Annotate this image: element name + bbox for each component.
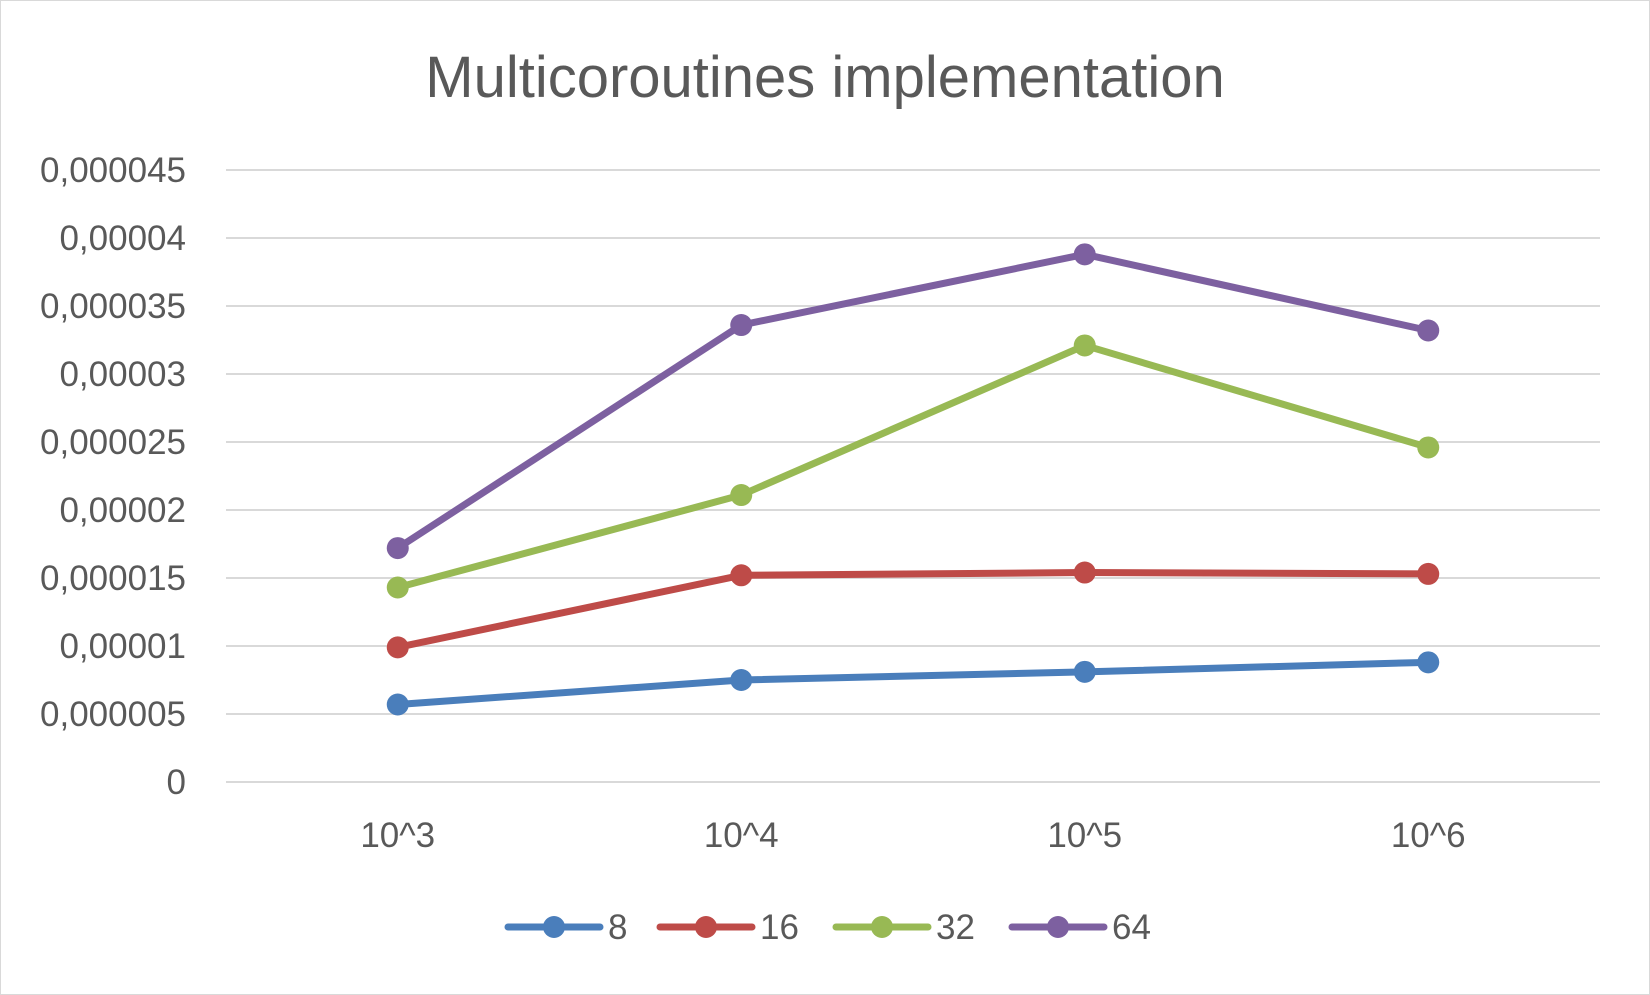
legend-item-32: 32: [832, 908, 975, 947]
x-tick-label: 10^4: [704, 816, 779, 855]
series-line: [394, 569, 1432, 651]
data-point: [1417, 319, 1440, 342]
data-point: [1073, 660, 1096, 683]
y-tick-label: 0,00002: [59, 491, 186, 530]
legend-swatch-marker: [1047, 916, 1069, 938]
data-point: [730, 669, 753, 691]
legend-swatch-marker: [871, 916, 893, 938]
series-32: [386, 334, 1440, 599]
y-tick-label: 0,00003: [59, 355, 186, 394]
y-axis: 0 0,000005 0,00001 0,000015 0,00002 0,000025 0…: [40, 151, 186, 802]
legend-item-8: 8: [504, 908, 627, 947]
series-layer: [386, 243, 1440, 716]
y-tick-label: 0,000015: [40, 559, 186, 598]
data-point: [386, 693, 409, 716]
x-axis: 10^3 10^4 10^5 10^6: [360, 816, 1465, 855]
data-point: [1417, 562, 1440, 585]
x-tick-label: 10^6: [1391, 816, 1466, 855]
legend-label: 32: [936, 908, 975, 947]
legend-item-16: 16: [656, 908, 799, 947]
y-tick-label: 0: [167, 763, 186, 802]
data-point: [730, 564, 753, 587]
series-line: [394, 341, 1432, 592]
data-point: [386, 576, 409, 599]
data-point: [1073, 561, 1096, 584]
y-tick-label: 0,000045: [40, 151, 186, 190]
y-tick-label: 0,000035: [40, 287, 186, 326]
chart-title: Multicoroutines implementation: [425, 45, 1224, 110]
data-point: [386, 537, 409, 560]
series-line: [394, 250, 1432, 552]
legend-label: 8: [608, 908, 627, 947]
data-point: [386, 636, 409, 659]
legend-item-64: 64: [1008, 908, 1151, 947]
y-tick-label: 0,00001: [59, 627, 186, 666]
data-point: [730, 484, 753, 507]
y-tick-label: 0,000025: [40, 423, 186, 462]
legend-swatch-marker: [543, 916, 565, 938]
data-point: [1073, 243, 1096, 266]
x-tick-label: 10^5: [1047, 816, 1122, 855]
y-tick-label: 0,000005: [40, 695, 186, 734]
gridlines: [226, 169, 1600, 783]
legend-label: 16: [760, 908, 799, 947]
legend: 8 16 32 64: [504, 908, 1151, 947]
data-point: [730, 314, 753, 337]
legend-label: 64: [1112, 908, 1151, 947]
data-point: [1417, 651, 1440, 674]
data-point: [1073, 334, 1096, 357]
series-8: [386, 651, 1440, 716]
series-16: [386, 561, 1440, 659]
data-point: [1417, 436, 1440, 459]
x-tick-label: 10^3: [360, 816, 435, 855]
y-tick-label: 0,00004: [59, 219, 186, 258]
series-64: [386, 243, 1440, 560]
series-line: [394, 658, 1432, 708]
legend-swatch-marker: [695, 916, 717, 938]
